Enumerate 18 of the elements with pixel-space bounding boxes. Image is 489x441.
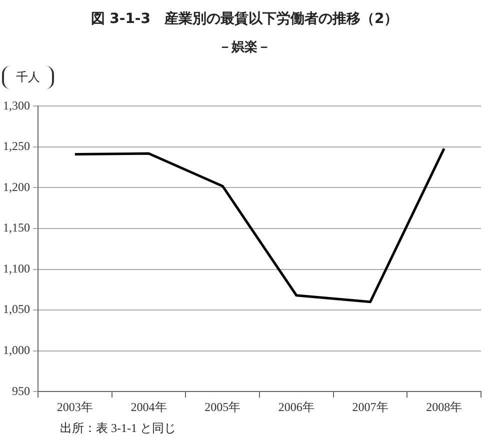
x-tick-label: 2006年 xyxy=(278,400,314,414)
y-tick-label: 1,050 xyxy=(3,302,30,316)
x-tick-label: 2007年 xyxy=(352,400,388,414)
y-tick-label: 1,100 xyxy=(3,261,30,276)
x-tick-label: 2008年 xyxy=(426,400,462,414)
y-tick-label: 1,300 xyxy=(3,98,30,112)
x-tick-label: 2005年 xyxy=(204,400,241,414)
chart-subtitle: －娯楽－ xyxy=(218,39,272,56)
y-tick-label: 1,200 xyxy=(3,180,30,194)
text: 出所：表 3-1-1 と同じ xyxy=(60,420,176,437)
x-tick-label: 2004年 xyxy=(130,400,167,414)
x-tick-label: 2003年 xyxy=(56,400,93,414)
y-tick-label: 1,250 xyxy=(3,139,30,154)
y-tick-label: 1,000 xyxy=(3,342,30,357)
y-tick-label: 1,150 xyxy=(3,220,30,235)
y-axis-title: 千人 xyxy=(2,66,54,89)
y-tick-label: 950 xyxy=(12,384,30,398)
chart-title: 図 3-1-3 産業別の最賃以下労働者の推移（2） xyxy=(90,10,400,28)
